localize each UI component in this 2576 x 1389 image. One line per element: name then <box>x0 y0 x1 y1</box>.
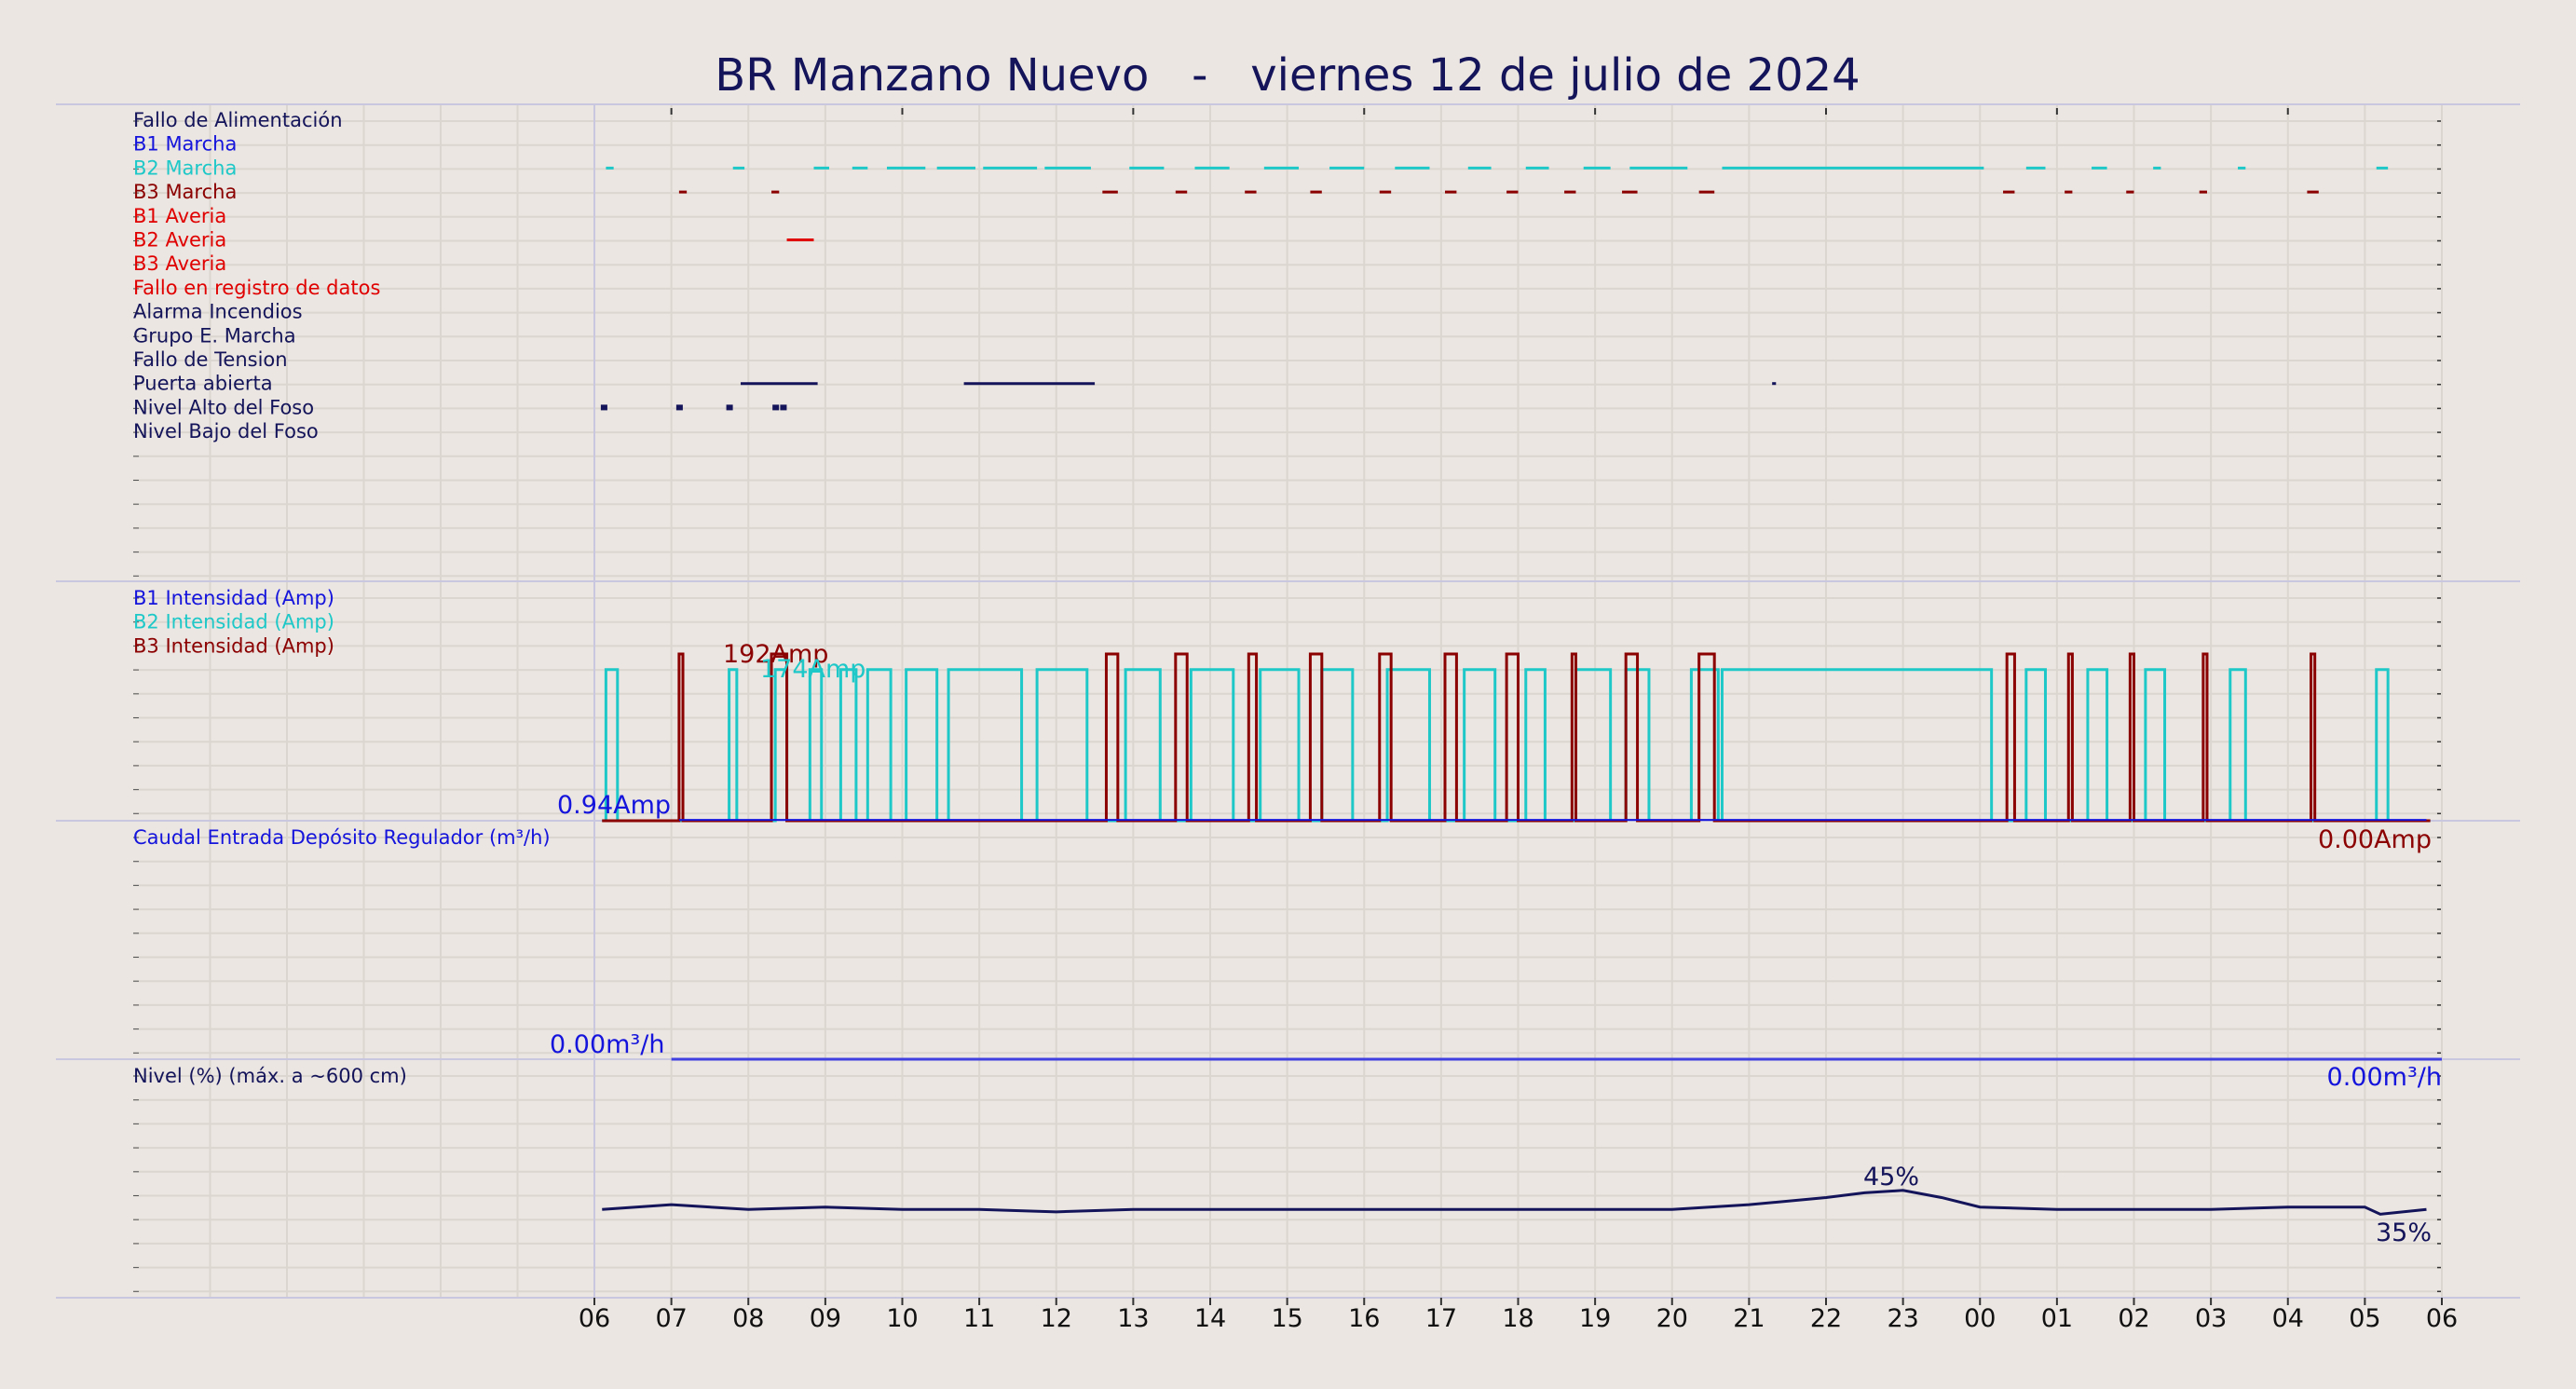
signal-label: B2 Averia <box>133 229 226 252</box>
x-tick-label: 17 <box>1425 1304 1457 1333</box>
signal-point <box>726 404 733 411</box>
current-label: B2 Intensidad (Amp) <box>133 611 334 633</box>
current-label: B1 Intensidad (Amp) <box>133 587 334 609</box>
x-tick-label: 15 <box>1271 1304 1302 1333</box>
x-tick-label: 06 <box>2426 1304 2458 1333</box>
x-tick-label: 20 <box>1656 1304 1688 1333</box>
signal-label: B3 Marcha <box>133 181 237 203</box>
current-end-label: 0.00Amp <box>2318 825 2432 854</box>
x-tick-label: 18 <box>1502 1304 1533 1333</box>
x-tick-label: 14 <box>1194 1304 1226 1333</box>
x-tick-label: 13 <box>1117 1304 1149 1333</box>
x-tick-label: 04 <box>2272 1304 2304 1333</box>
signal-point <box>600 404 607 411</box>
current-start-label: 0.94Amp <box>557 791 671 820</box>
signal-point <box>780 404 787 411</box>
x-tick-label: 06 <box>579 1304 610 1333</box>
x-tick-label: 19 <box>1579 1304 1611 1333</box>
x-tick-label: 23 <box>1887 1304 1918 1333</box>
signal-label: B1 Averia <box>133 205 226 227</box>
level-max-label: 45% <box>1863 1163 1919 1192</box>
x-tick-label: 11 <box>963 1304 995 1333</box>
signal-label: Nivel Bajo del Foso <box>133 420 319 443</box>
x-tick-label: 22 <box>1810 1304 1842 1333</box>
current-series-darkred <box>602 652 2431 823</box>
current-max-b3-label: 192Amp <box>723 640 828 669</box>
signal-label: Fallo de Tension <box>133 348 288 371</box>
grid-layer <box>133 104 2443 1298</box>
signal-label: B1 Marcha <box>133 133 237 156</box>
x-tick-label: 02 <box>2118 1304 2149 1333</box>
level-line <box>602 1189 2427 1216</box>
flow-start-label: 0.00m³/h <box>550 1030 664 1059</box>
signal-point <box>675 404 683 411</box>
x-tick-label: 03 <box>2195 1304 2227 1333</box>
current-max-b2-label: 174Amp <box>760 655 865 684</box>
signal-label: Grupo E. Marcha <box>133 324 296 347</box>
signal-label: Alarma Incendios <box>133 301 303 323</box>
signal-label: Nivel Alto del Foso <box>133 396 314 418</box>
signal-point <box>772 404 780 411</box>
x-tick-label: 10 <box>886 1304 918 1333</box>
series-layer <box>600 166 2442 1216</box>
current-label: B3 Intensidad (Amp) <box>133 634 334 657</box>
labels-layer: 06 07 08 09 10 11 12 13 14 15 16 17 18 19 20 21 22 23 00 01… <box>133 109 2458 1333</box>
x-tick-label: 21 <box>1733 1304 1765 1333</box>
x-tick-label: 09 <box>810 1304 841 1333</box>
x-tick-label: 12 <box>1041 1304 1072 1333</box>
signal-label: B2 Marcha <box>133 157 237 179</box>
flow-end-label: 0.00m³/h <box>2327 1063 2442 1092</box>
x-tick-label: 00 <box>1964 1304 1996 1333</box>
signal-label: Fallo de Alimentación <box>133 109 343 131</box>
signal-label: Puerta abierta <box>133 373 273 395</box>
level-end-label: 35% <box>2376 1219 2432 1247</box>
chart-title: BR Manzano Nuevo - viernes 12 de julio d… <box>715 49 1860 102</box>
level-panel-label: Nivel (%) (máx. a ~600 cm) <box>133 1065 407 1087</box>
x-tick-label: 01 <box>2041 1304 2073 1333</box>
x-tick-label: 07 <box>655 1304 687 1333</box>
x-tick-label: 08 <box>732 1304 764 1333</box>
signal-label: B3 Averia <box>133 252 226 275</box>
x-tick-label: 16 <box>1348 1304 1380 1333</box>
signal-label: Fallo en registro de datos <box>133 277 380 299</box>
x-tick-label: 05 <box>2349 1304 2380 1333</box>
flow-panel-label: Caudal Entrada Depósito Regulador (m³/h) <box>133 826 551 849</box>
